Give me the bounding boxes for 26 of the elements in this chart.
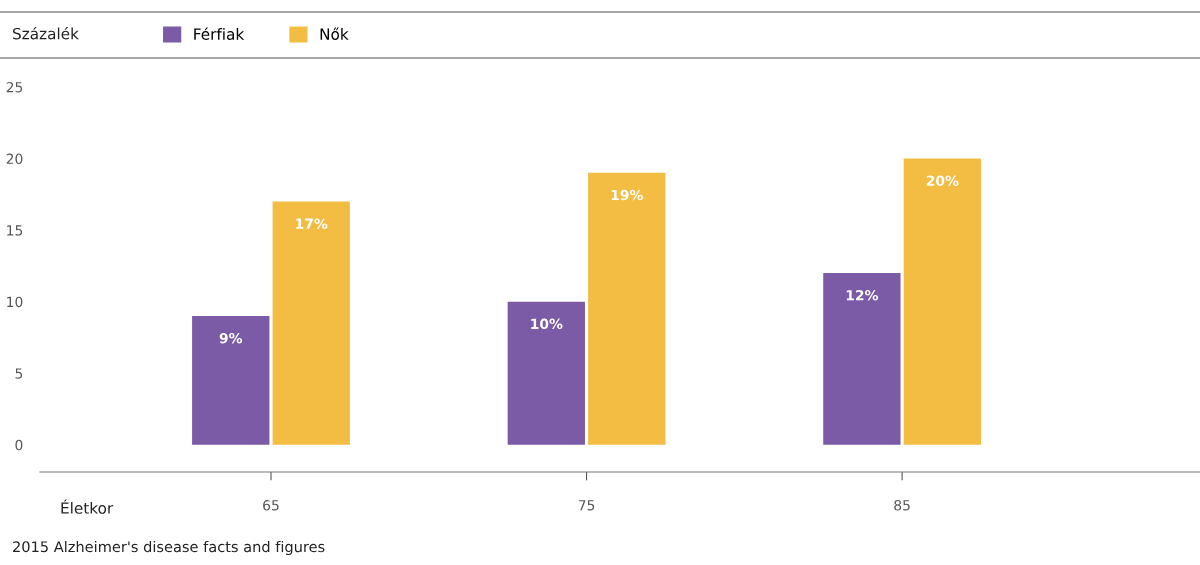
- x-tick-label: 75: [578, 500, 595, 511]
- y-tick-label: 25: [6, 81, 23, 93]
- x-axis-title: Életkor: [61, 499, 114, 514]
- text: 17%: [296, 218, 328, 229]
- y-tick-label: 0: [15, 439, 23, 451]
- text: 12%: [846, 289, 879, 301]
- text: 19%: [611, 189, 643, 201]
- bar: [192, 316, 270, 445]
- text: 20%: [926, 175, 959, 186]
- bar: [588, 172, 666, 445]
- bar: [272, 201, 350, 445]
- y-tick-label: 10: [7, 296, 23, 308]
- bar: [823, 273, 901, 445]
- y-axis-title: Százalék: [13, 27, 79, 40]
- legend-label: Férfiak: [194, 27, 245, 40]
- bar: [507, 301, 585, 445]
- y-tick-label: 5: [15, 368, 23, 379]
- x-tick-label: 85: [894, 500, 910, 511]
- text: 2015 Alzheimer's disease facts and figures: [13, 540, 325, 556]
- text: 9%: [219, 332, 243, 344]
- legend-label: Nők: [320, 27, 349, 40]
- y-tick-label: 15: [7, 225, 23, 236]
- text: 10%: [531, 318, 563, 330]
- y-tick-label: 20: [6, 153, 23, 165]
- bar: [903, 158, 981, 445]
- x-tick-label: 65: [263, 500, 279, 511]
